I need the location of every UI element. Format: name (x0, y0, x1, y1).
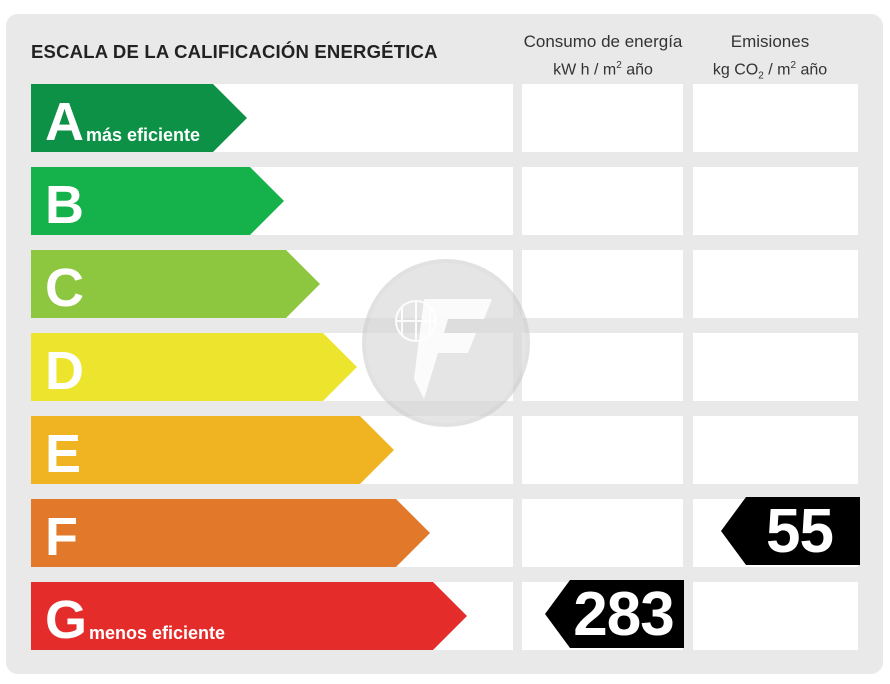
emissions-column-header: Emisiones kg CO2 / m2 año (690, 30, 850, 89)
consumption-cell-c (522, 250, 683, 318)
emissions-cell-a (693, 84, 858, 152)
consumption-cell-e (522, 416, 683, 484)
consumption-column-header: Consumo de energía kW h / m2 año (515, 30, 691, 82)
rating-bar-d: D (31, 333, 357, 401)
emissions-cell-g (693, 582, 858, 650)
emissions-cell-e (693, 416, 858, 484)
rating-description: más eficiente (86, 125, 201, 145)
consumption-cell-d (522, 333, 683, 401)
rating-bar-b: B (31, 167, 284, 235)
consumption-value-badge: 283 (545, 580, 684, 648)
emissions-label: Emisiones (730, 32, 810, 51)
rating-letter: C (45, 258, 84, 318)
emissions-cell-d (693, 333, 858, 401)
rating-letter: F (45, 507, 78, 567)
emissions-cell-b (693, 167, 858, 235)
rating-letter: A (45, 92, 84, 152)
rating-bar-e: E (31, 416, 394, 484)
scale-title: ESCALA DE LA CALIFICACIÓN ENERGÉTICA (31, 41, 438, 62)
consumption-unit: kW h / m2 año (553, 60, 653, 79)
rating-description: menos eficiente (89, 623, 226, 643)
rating-bar-c: C (31, 250, 320, 318)
rating-letter: D (45, 341, 84, 401)
emissions-cell-c (693, 250, 858, 318)
rating-letter: E (45, 424, 82, 484)
consumption-cell-f (522, 499, 683, 567)
watermark-logo (362, 259, 530, 427)
consumption-label: Consumo de energía (523, 32, 683, 51)
consumption-cell-a (522, 84, 683, 152)
emissions-unit: kg CO2 / m2 año (712, 60, 828, 82)
rating-letter: G (45, 590, 88, 650)
consumption-cell-b (522, 167, 683, 235)
rating-letter: B (45, 175, 84, 235)
rating-bar-f: F (31, 499, 430, 567)
emissions-value-badge: 55 (721, 497, 860, 565)
